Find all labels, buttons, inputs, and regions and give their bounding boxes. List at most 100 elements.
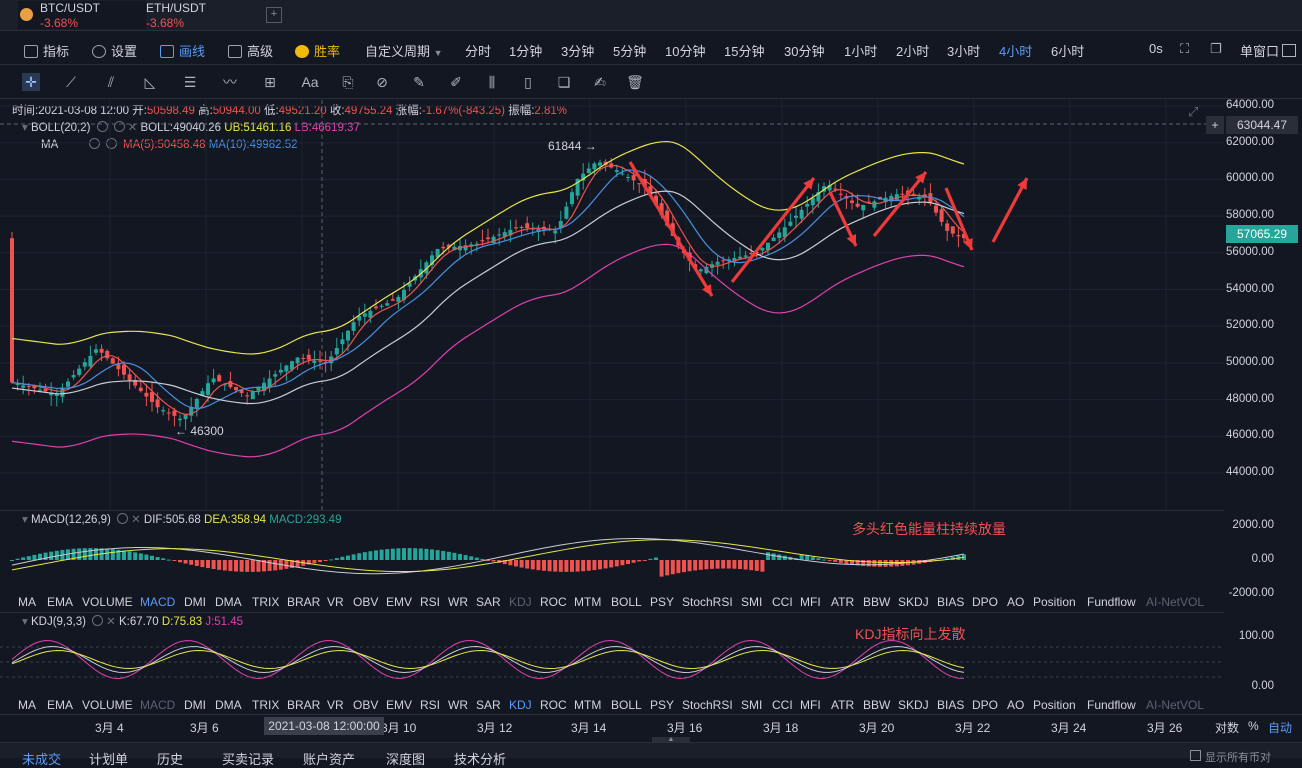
fullscreen-icon[interactable]: ⛶ — [1180, 41, 1190, 56]
trendline-icon[interactable]: ⟋ — [66, 74, 76, 90]
magnet-icon[interactable]: ⊘ — [376, 74, 388, 90]
auto-scale-toggle[interactable]: 自动 — [1268, 721, 1293, 735]
period-tab[interactable]: 1小时 — [844, 44, 878, 59]
period-tab[interactable]: 30分钟 — [784, 44, 825, 59]
log-scale-toggle[interactable]: 对数 — [1215, 721, 1240, 735]
indicator-tab-vr[interactable]: VR — [327, 595, 344, 609]
candle-icon[interactable]: ⫼ — [488, 74, 496, 90]
period-tab[interactable]: 5分钟 — [613, 44, 647, 59]
measure-icon[interactable]: ⊞ — [264, 74, 276, 90]
trash-icon[interactable]: 🗑 — [626, 74, 644, 90]
indicator-tab-wr[interactable]: WR — [448, 698, 468, 712]
indicator-tab-ema[interactable]: EMA — [47, 595, 74, 609]
indicator-tab-fundflow[interactable]: Fundflow — [1087, 595, 1136, 609]
price-chart[interactable]: 61844 → ← 46300 — [0, 100, 1224, 510]
gear-icon[interactable] — [117, 513, 129, 524]
gear-icon[interactable] — [113, 121, 125, 132]
tab-history[interactable]: 历史 — [157, 752, 184, 767]
indicator-tab-boll[interactable]: BOLL — [611, 698, 642, 712]
price-axis[interactable]: 64000.00 62000.00 60000.00 58000.00 56000.00… — [1224, 99, 1302, 510]
winrate-button[interactable]: 胜率 — [295, 41, 340, 60]
time-axis[interactable]: 3月 4 3月 6 3月 10 3月 12 3月 14 3月 16 3月 18 3月 20 3月… — [0, 714, 1302, 741]
indicator-tab-obv[interactable]: OBV — [353, 595, 379, 609]
indicator-tab-obv[interactable]: OBV — [353, 698, 379, 712]
indicator-tab-kdj[interactable]: KDJ — [509, 698, 532, 712]
gear-icon[interactable] — [92, 615, 104, 626]
indicator-tab-brar[interactable]: BRAR — [287, 698, 321, 712]
indicator-tab-dpo[interactable]: DPO — [972, 595, 999, 609]
horizontal-lines-icon[interactable]: ☰ — [183, 74, 197, 90]
text-icon[interactable]: Aa — [301, 74, 319, 90]
indicator-tab-trix[interactable]: TRIX — [252, 698, 280, 712]
collapse-icon[interactable]: ▾ — [22, 616, 28, 628]
show-all-checkbox[interactable]: 显示所有币对 — [1190, 749, 1271, 765]
indicator-tab-smi[interactable]: SMI — [741, 698, 763, 712]
indicator-tab-cci[interactable]: CCI — [772, 595, 793, 609]
period-tab[interactable]: 10分钟 — [665, 44, 706, 59]
indicator-tab-bias[interactable]: BIAS — [937, 698, 965, 712]
add-alert-icon[interactable]: + — [1206, 116, 1224, 134]
tab-depth[interactable]: 深度图 — [386, 752, 426, 767]
indicator-tab-ao[interactable]: AO — [1007, 698, 1025, 712]
indicator-tab-boll[interactable]: BOLL — [611, 595, 642, 609]
indicator-tab-fundflow[interactable]: Fundflow — [1087, 698, 1136, 712]
indicator-tab-macd[interactable]: MACD — [140, 595, 176, 609]
indicator-tab-smi[interactable]: SMI — [741, 595, 763, 609]
indicator-tab-ema[interactable]: EMA — [47, 698, 74, 712]
add-tab-button[interactable]: + — [266, 7, 282, 23]
tab-analysis[interactable]: 技术分析 — [454, 752, 507, 767]
indicator-tab-ai-netvol[interactable]: AI-NetVOL — [1146, 698, 1205, 712]
period-tab[interactable]: 3小时 — [947, 44, 981, 59]
indicator-tab-ai-netvol[interactable]: AI-NetVOL — [1146, 595, 1205, 609]
indicator-tab-atr[interactable]: ATR — [831, 595, 855, 609]
tab-trades[interactable]: 买卖记录 — [222, 752, 275, 767]
indicator-tab-brar[interactable]: BRAR — [287, 595, 321, 609]
edit-icon[interactable]: ✍ — [594, 74, 606, 90]
expand-icon[interactable]: ⤢ — [1188, 104, 1199, 119]
indicator-tab-position[interactable]: Position — [1033, 595, 1076, 609]
indicator-tab-bias[interactable]: BIAS — [937, 595, 965, 609]
indicator-tab-sar[interactable]: SAR — [476, 595, 501, 609]
indicator-tab-mtm[interactable]: MTM — [574, 595, 602, 609]
percent-scale-toggle[interactable]: % — [1248, 719, 1259, 733]
indicator-tab-skdj[interactable]: SKDJ — [898, 595, 929, 609]
indicator-tab-stochrsi[interactable]: StochRSI — [682, 595, 733, 609]
indicator-tab-emv[interactable]: EMV — [386, 595, 413, 609]
macd-chart[interactable] — [0, 510, 1224, 592]
indicator-tab-rsi[interactable]: RSI — [420, 698, 441, 712]
indicator-tab-ao[interactable]: AO — [1007, 595, 1025, 609]
indicator-tab-skdj[interactable]: SKDJ — [898, 698, 929, 712]
brush-icon[interactable]: ✐ — [450, 74, 462, 90]
collapse-icon[interactable]: ▾ — [22, 122, 28, 134]
period-tab[interactable]: 6小时 — [1051, 44, 1085, 59]
indicator-tab-psy[interactable]: PSY — [650, 698, 675, 712]
parallel-channel-icon[interactable]: ⫽ — [107, 74, 115, 90]
popout-icon[interactable]: ❐ — [1210, 41, 1222, 56]
wave-icon[interactable]: 〰 — [223, 74, 237, 90]
indicator-tab-kdj[interactable]: KDJ — [509, 595, 532, 609]
indicator-tab-dma[interactable]: DMA — [215, 698, 242, 712]
fib-icon[interactable]: ⎘ — [342, 74, 354, 90]
indicator-tab-mfi[interactable]: MFI — [800, 595, 821, 609]
indicator-tab-bbw[interactable]: BBW — [863, 595, 891, 609]
indicator-tab-mfi[interactable]: MFI — [800, 698, 821, 712]
indicator-tab-emv[interactable]: EMV — [386, 698, 413, 712]
indicators-button[interactable]: 指标 — [24, 41, 69, 60]
indicator-tab-wr[interactable]: WR — [448, 595, 468, 609]
indicator-tab-mtm[interactable]: MTM — [574, 698, 602, 712]
kdj-chart[interactable] — [0, 612, 1224, 696]
indicator-tab-macd[interactable]: MACD — [140, 698, 176, 712]
ticker-tab-btc[interactable]: BTC/USDT -3.68% — [18, 1, 146, 30]
indicator-tab-dpo[interactable]: DPO — [972, 698, 999, 712]
draw-button[interactable]: 画线 — [160, 41, 205, 60]
period-tab[interactable]: 3分钟 — [561, 44, 595, 59]
indicator-tab-trix[interactable]: TRIX — [252, 595, 280, 609]
settings-button[interactable]: 设置 — [92, 41, 137, 60]
ticker-tab-eth[interactable]: ETH/USDT -3.68% — [146, 1, 206, 30]
tab-assets[interactable]: 账户资产 — [303, 752, 356, 767]
indicator-tab-position[interactable]: Position — [1033, 698, 1076, 712]
period-tab[interactable]: 分时 — [465, 44, 492, 59]
indicator-tab-dmi[interactable]: DMI — [184, 698, 206, 712]
lock-icon[interactable]: ▯ — [524, 74, 532, 90]
gear-icon[interactable] — [105, 138, 117, 149]
